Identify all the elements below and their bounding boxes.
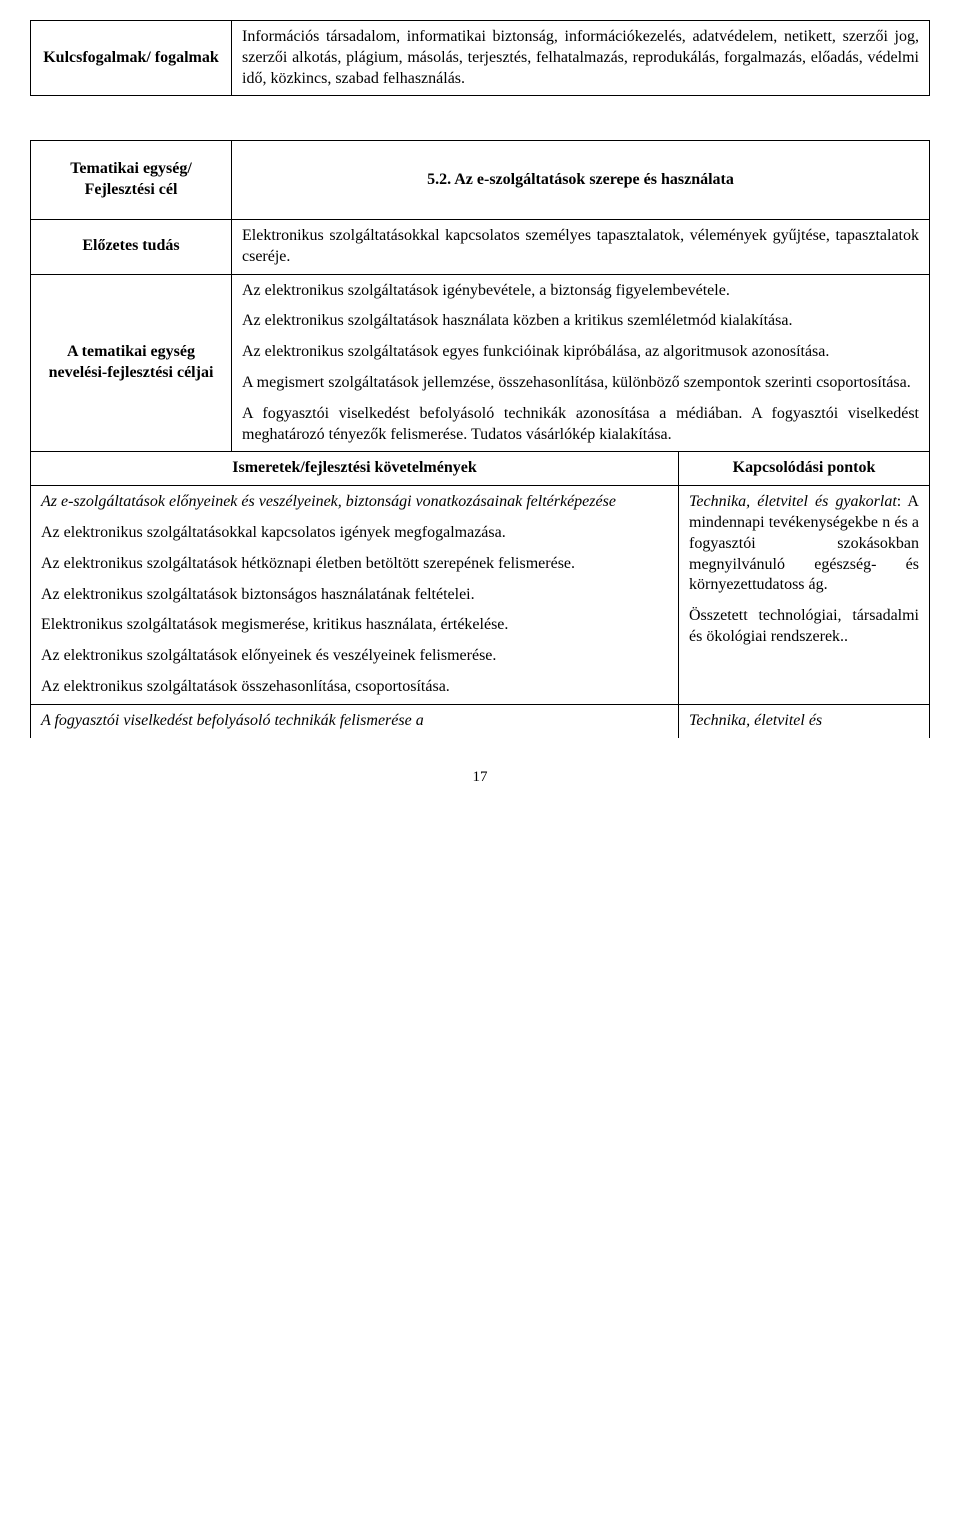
goals-p2: Az elektronikus szolgáltatások használat… bbox=[242, 311, 919, 332]
key-concepts-label: Kulcsfogalmak/ fogalmak bbox=[31, 21, 232, 96]
educational-goals-content: Az elektronikus szolgáltatások igénybevé… bbox=[232, 274, 930, 452]
educational-goals-label: A tematikai egység nevelési-fejlesztési … bbox=[31, 274, 232, 452]
req-p7: Az elektronikus szolgáltatások összehaso… bbox=[41, 677, 668, 698]
connection-points-header: Kapcsolódási pontok bbox=[679, 452, 930, 486]
thematic-unit-table: Tematikai egység/ Fejlesztési cél 5.2. A… bbox=[30, 140, 930, 452]
thematic-unit-title: 5.2. Az e-szolgáltatások szerepe és hasz… bbox=[232, 141, 930, 220]
requirements-cell: Az e-szolgáltatások előnyeinek és veszél… bbox=[31, 486, 679, 705]
goals-p1: Az elektronikus szolgáltatások igénybevé… bbox=[242, 281, 919, 302]
key-concepts-content: Információs társadalom, informatikai biz… bbox=[232, 21, 930, 96]
consumer-behavior-left: A fogyasztói viselkedést befolyásoló tec… bbox=[31, 704, 679, 737]
prior-knowledge-label: Előzetes tudás bbox=[31, 219, 232, 274]
requirements-table: Ismeretek/fejlesztési követelmények Kapc… bbox=[30, 451, 930, 737]
conn-p2: Összetett technológiai, társadalmi és ök… bbox=[689, 606, 919, 648]
key-concepts-table: Kulcsfogalmak/ fogalmak Információs társ… bbox=[30, 20, 930, 96]
req-p1: Az e-szolgáltatások előnyeinek és veszél… bbox=[41, 492, 668, 513]
prior-knowledge-content: Elektronikus szolgáltatásokkal kapcsolat… bbox=[232, 219, 930, 274]
consumer-behavior-right: Technika, életvitel és bbox=[679, 704, 930, 737]
goals-p4: A megismert szolgáltatások jellemzése, ö… bbox=[242, 373, 919, 394]
req-p2: Az elektronikus szolgáltatásokkal kapcso… bbox=[41, 523, 668, 544]
req-p6: Az elektronikus szolgáltatások előnyeine… bbox=[41, 646, 668, 667]
goals-p3: Az elektronikus szolgáltatások egyes fun… bbox=[242, 342, 919, 363]
req-p4: Az elektronikus szolgáltatások biztonság… bbox=[41, 585, 668, 606]
goals-p5: A fogyasztói viselkedést befolyásoló tec… bbox=[242, 404, 919, 446]
requirements-header: Ismeretek/fejlesztési követelmények bbox=[31, 452, 679, 486]
conn-p1-label: Technika, életvitel és gyakorlat bbox=[689, 493, 897, 510]
page-number: 17 bbox=[30, 768, 930, 788]
req-p5: Elektronikus szolgáltatások megismerése,… bbox=[41, 615, 668, 636]
connection-points-cell: Technika, életvitel és gyakorlat: A mind… bbox=[679, 486, 930, 705]
req-p3: Az elektronikus szolgáltatások hétköznap… bbox=[41, 554, 668, 575]
conn-p1: Technika, életvitel és gyakorlat: A mind… bbox=[689, 492, 919, 596]
thematic-unit-label: Tematikai egység/ Fejlesztési cél bbox=[31, 141, 232, 220]
